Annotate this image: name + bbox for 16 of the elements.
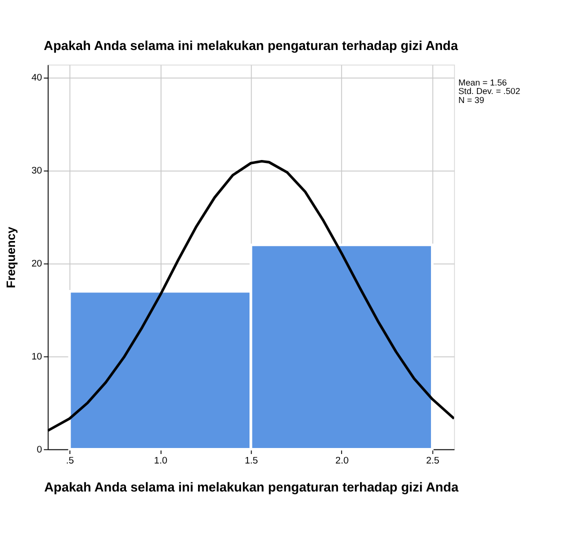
- x-tick-label: 1.5: [244, 456, 258, 467]
- y-tick-label: 20: [31, 258, 42, 270]
- y-tick-label: 40: [31, 72, 42, 84]
- x-axis-title: Apakah Anda selama ini melakukan pengaturan terhadap gizi Anda: [44, 479, 460, 494]
- text: Mean = 1.56: [458, 77, 508, 88]
- x-tick-label: 1.0: [154, 456, 168, 467]
- y-tick-label: 10: [31, 351, 42, 362]
- y-tick-label: 0: [36, 444, 42, 456]
- x-tick-label: .5: [66, 456, 74, 467]
- y-axis-title: Frequency: [4, 226, 18, 288]
- x-tick-label: 2.5: [426, 456, 440, 467]
- text: N = 39: [458, 94, 484, 105]
- y-tick-label: 30: [31, 166, 42, 177]
- text: Std. Dev. = .502: [458, 86, 520, 96]
- chart-title: Apakah Anda selama ini melakukan pengaturan terhadap gizi Anda: [44, 38, 459, 53]
- x-tick-label: 2.0: [335, 456, 349, 467]
